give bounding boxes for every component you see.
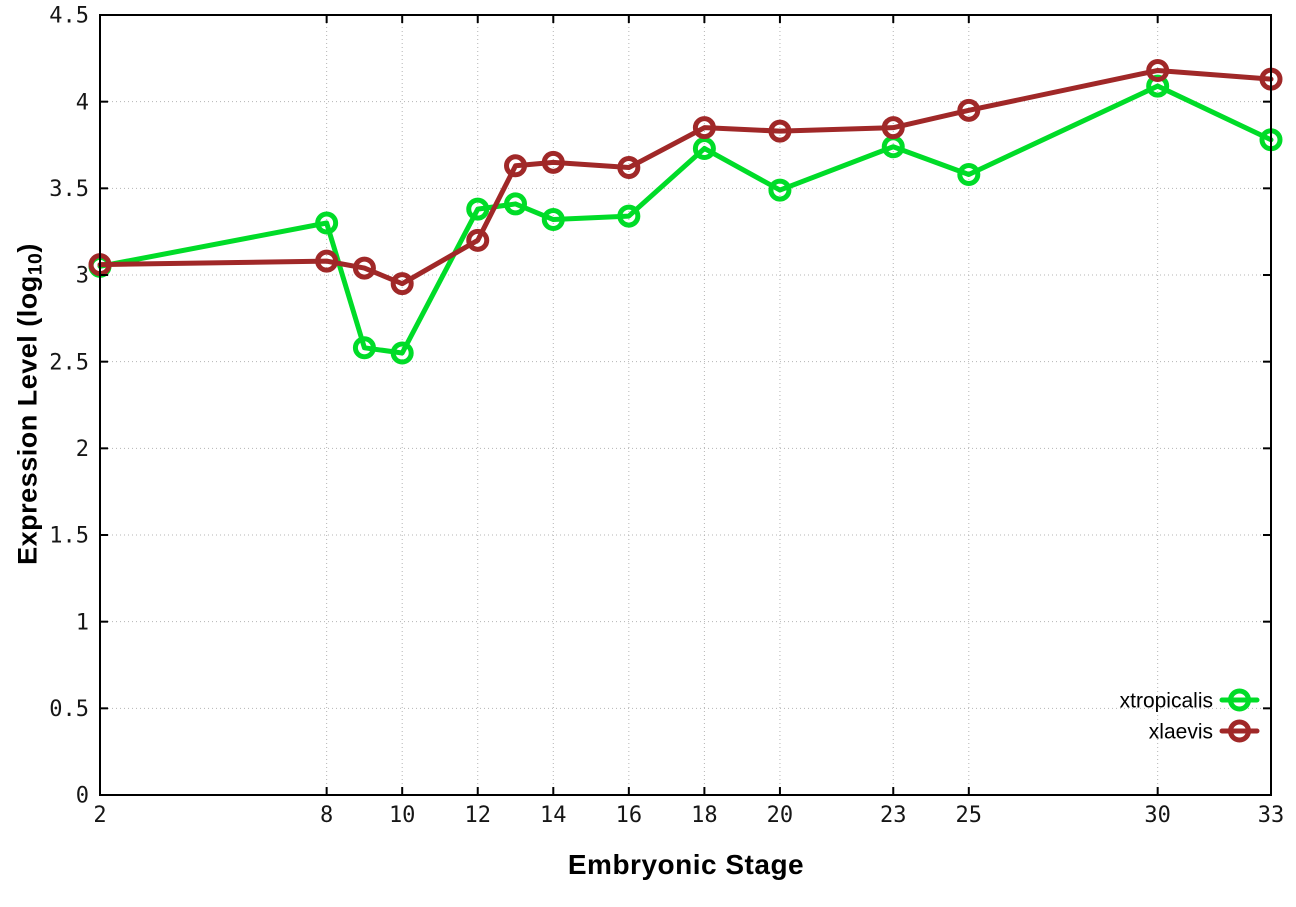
data-point-xtropicalis (617, 204, 641, 228)
data-point-xlaevis (1146, 58, 1170, 82)
x-axis-title: Embryonic Stage (567, 849, 805, 880)
data-point-xtropicalis (352, 336, 376, 360)
y-tick-label: 4.5 (49, 4, 89, 29)
legend-marker-xlaevis (1228, 719, 1251, 743)
x-tick-label: 14 (540, 803, 567, 828)
x-tick-label: 8 (320, 803, 333, 828)
x-tick-label: 23 (880, 803, 907, 828)
data-point-xtropicalis (466, 197, 490, 221)
series-line-xtropicalis (97, 83, 1274, 356)
x-tick-label: 30 (1144, 803, 1171, 828)
data-point-xtropicalis (504, 192, 528, 216)
data-point-xlaevis (692, 116, 716, 140)
data-point-xtropicalis (692, 136, 716, 160)
data-point-xtropicalis (390, 341, 414, 365)
x-tick-label: 12 (464, 803, 491, 828)
x-tick-label: 18 (691, 803, 718, 828)
x-tick-label: 33 (1258, 803, 1285, 828)
data-point-xlaevis (768, 119, 792, 143)
x-tick-label: 10 (389, 803, 416, 828)
y-axis-title-close: ) (12, 243, 43, 253)
data-point-xlaevis (352, 256, 376, 280)
y-tick-label: 0 (76, 784, 89, 809)
data-point-xlaevis (541, 150, 565, 174)
y-axis-title: Expression Level (log10) (12, 243, 47, 565)
y-axis-title-main: Expression Level (log (12, 275, 43, 565)
legend-label-xlaevis: xlaevis (1149, 720, 1213, 743)
y-tick-label: 1.5 (49, 524, 89, 549)
y-tick-label: 2 (76, 437, 89, 462)
data-point-xlaevis (504, 154, 528, 178)
y-tick-label: 0.5 (49, 697, 89, 722)
y-tick-label: 3 (76, 264, 89, 289)
legend-marker-xtropicalis (1228, 688, 1251, 712)
plot-border (99, 14, 1272, 796)
y-tick-label: 4 (76, 90, 89, 115)
data-point-xlaevis (315, 249, 339, 273)
data-point-xlaevis (466, 228, 490, 252)
x-tick-label: 2 (93, 803, 106, 828)
data-point-xlaevis (881, 116, 905, 140)
y-tick-label: 3.5 (49, 177, 89, 202)
y-tick-label: 2.5 (49, 350, 89, 375)
x-tick-label: 20 (767, 803, 794, 828)
data-point-xlaevis (617, 156, 641, 180)
data-point-xtropicalis (315, 211, 339, 235)
data-point-xtropicalis (541, 208, 565, 232)
data-point-xtropicalis (768, 178, 792, 202)
series-line-xlaevis (97, 67, 1274, 287)
legend-label-xtropicalis: xtropicalis (1120, 689, 1213, 712)
x-tick-label: 25 (956, 803, 983, 828)
y-tick-label: 1 (76, 610, 89, 635)
x-tick-label: 16 (616, 803, 643, 828)
data-point-xtropicalis (957, 162, 981, 186)
data-point-xlaevis (957, 98, 981, 122)
data-point-xlaevis (390, 272, 414, 296)
y-axis-title-subscript: 10 (24, 252, 47, 276)
